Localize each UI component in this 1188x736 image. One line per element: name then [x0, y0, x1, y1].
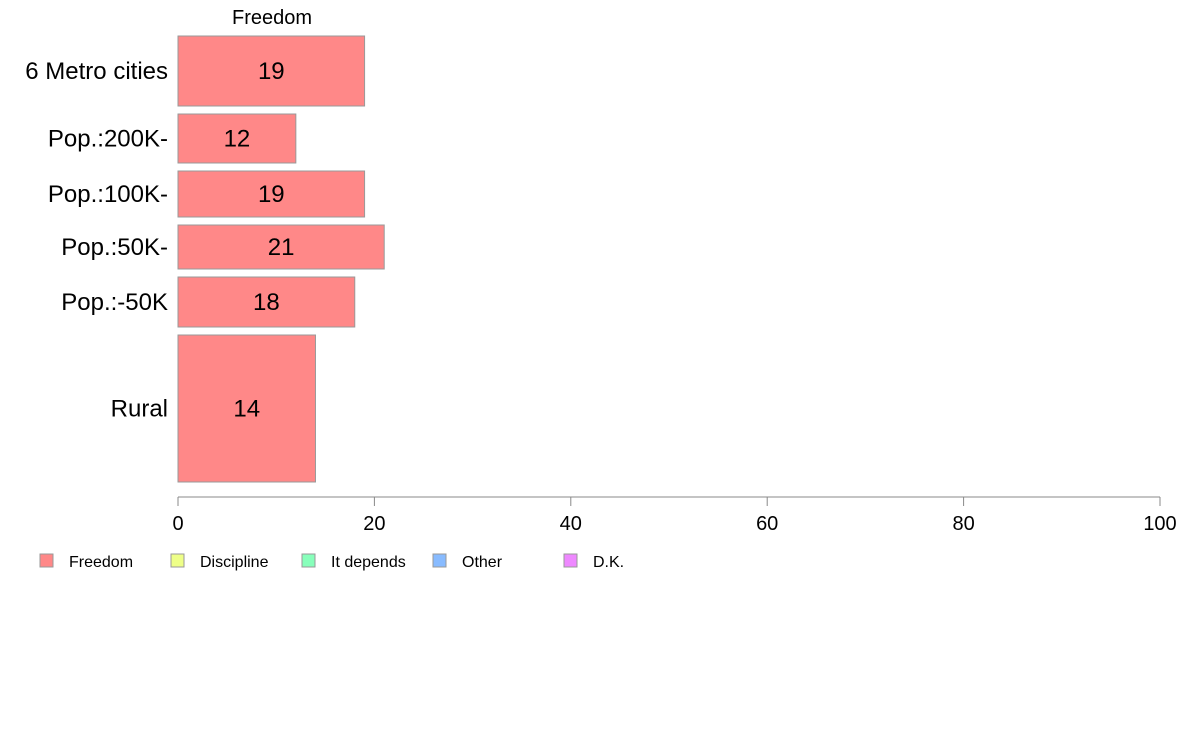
legend-label-1: Discipline: [200, 554, 269, 571]
x-tick-label-3: 60: [756, 513, 778, 535]
x-tick-label-1: 20: [363, 513, 385, 535]
x-tick-label-5: 100: [1143, 513, 1176, 535]
category-label-1: Pop.:200K-: [48, 126, 168, 153]
legend-swatch-0: [39, 553, 54, 568]
legend-label-2: It depends: [331, 554, 406, 571]
bar-0: [177, 35, 366, 107]
x-axis: 0 20 40 60 80 100: [172, 496, 1177, 535]
value-label-4: 18: [253, 289, 280, 316]
category-label-3: Pop.:50K-: [61, 234, 168, 261]
value-label-5: 14: [233, 396, 260, 423]
legend-swatch-1: [170, 553, 185, 568]
category-label-2: Pop.:100K-: [48, 181, 168, 208]
category-label-0: 6 Metro cities: [25, 58, 168, 85]
value-label-3: 21: [268, 234, 295, 261]
legend-label-4: D.K.: [593, 554, 624, 571]
legend-swatch-2: [301, 553, 316, 568]
legend: Freedom Discipline It depends Other D.K.: [39, 553, 624, 571]
x-tick-label-2: 40: [560, 513, 582, 535]
bar-1: [177, 113, 297, 164]
legend-swatch-4: [563, 553, 578, 568]
category-label-5: Rural: [111, 396, 168, 423]
value-label-1: 12: [224, 126, 251, 153]
bars-group: 6 Metro cities 19 Pop.:200K- 12 Pop.:100K- 19…: [25, 35, 385, 483]
x-tick-label-0: 0: [172, 513, 183, 535]
legend-swatch-3: [432, 553, 447, 568]
bar-4: [177, 276, 356, 328]
panel-title: Freedom: [232, 7, 312, 29]
bar-3: [177, 224, 385, 270]
category-label-4: Pop.:-50K: [61, 289, 168, 316]
x-tick-label-4: 80: [952, 513, 974, 535]
bar-5: [177, 334, 316, 483]
value-label-2: 19: [258, 181, 285, 208]
legend-label-3: Other: [462, 554, 503, 571]
legend-label-0: Freedom: [69, 554, 133, 571]
value-label-0: 19: [258, 58, 285, 85]
bar-2: [177, 170, 366, 218]
